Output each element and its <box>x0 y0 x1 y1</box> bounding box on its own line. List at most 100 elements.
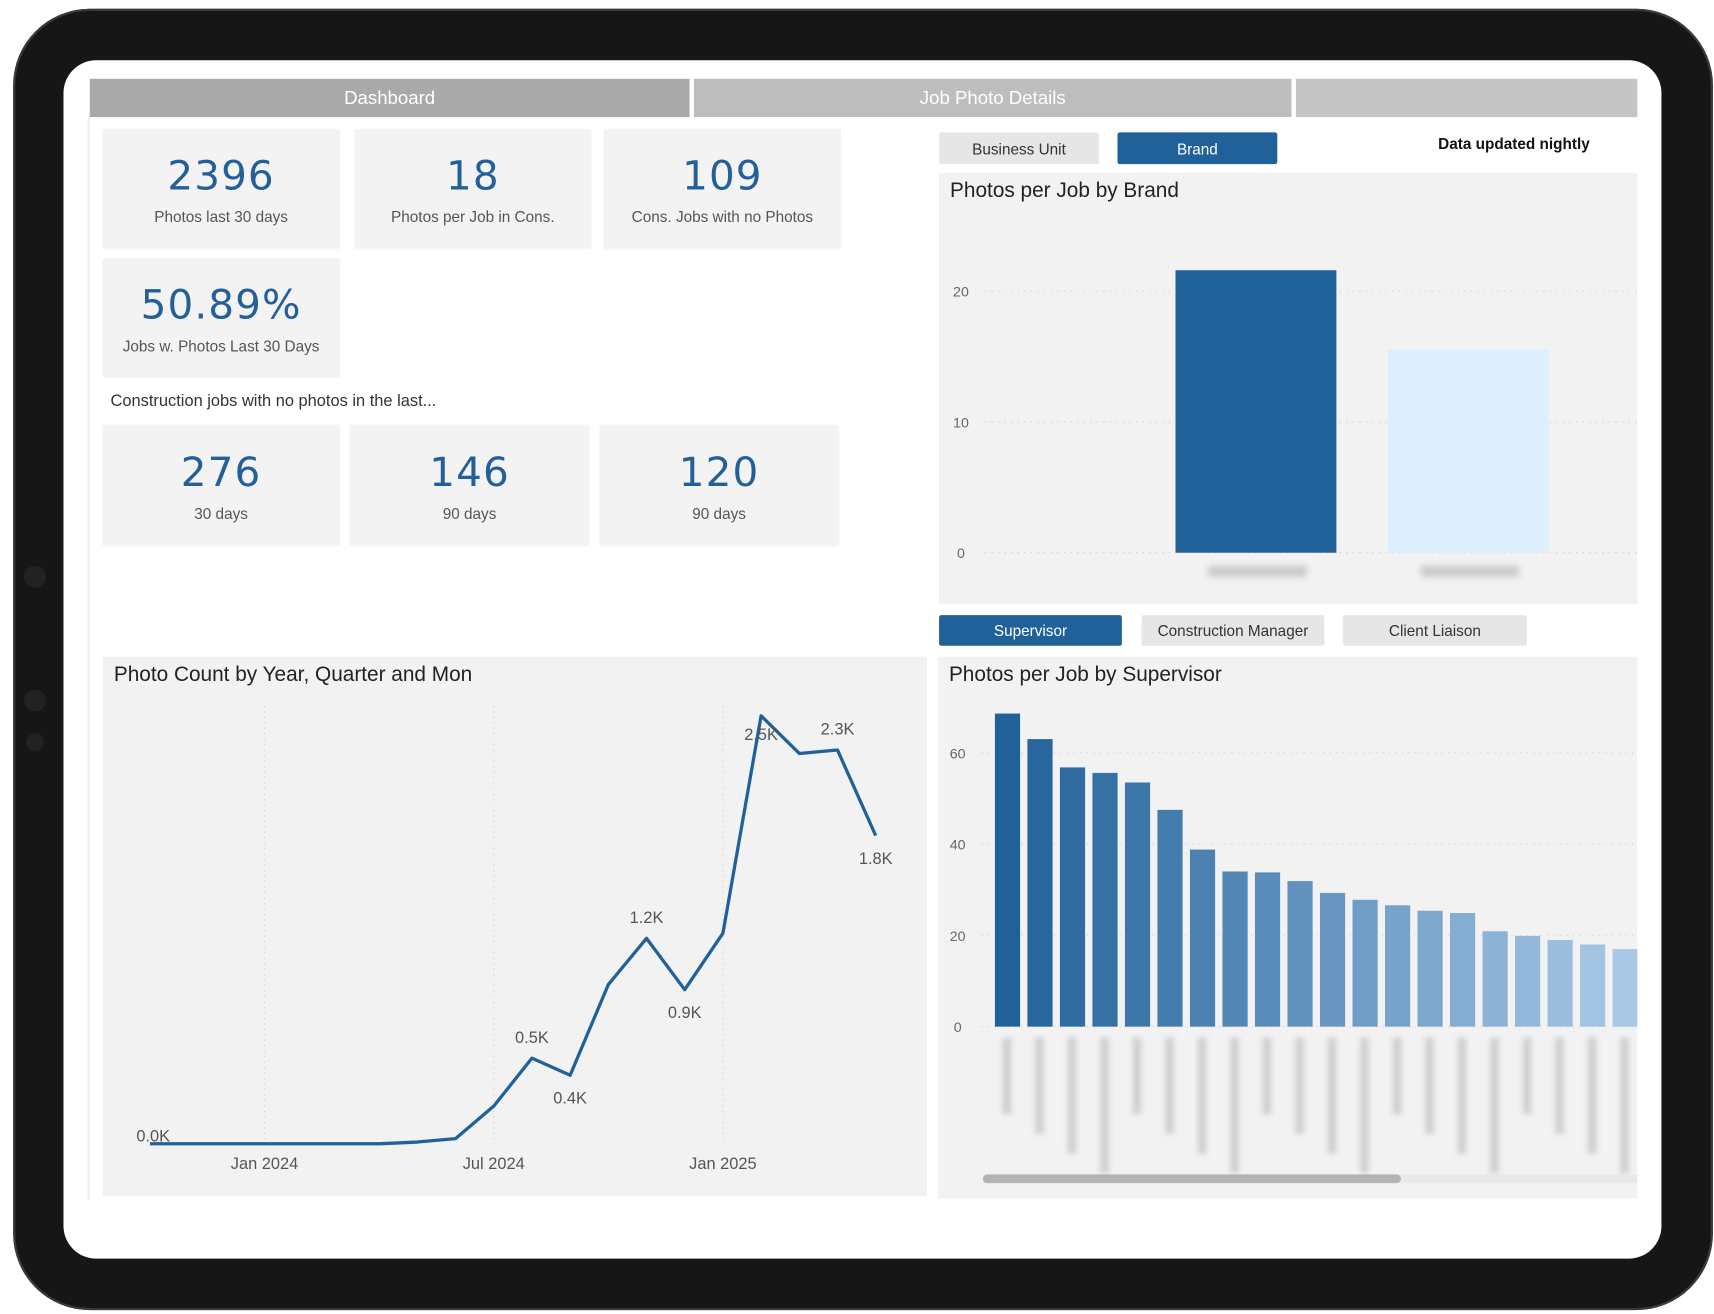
x-tick-label: Jan 2024 <box>231 1155 299 1173</box>
brand-bar <box>1175 270 1337 553</box>
supervisor-chart-title: Photos per Job by Supervisor <box>948 663 1222 687</box>
construction-manager-button[interactable]: Construction Manager <box>1141 615 1325 646</box>
data-update-note: Data updated nightly <box>1438 134 1590 153</box>
data-label: 0.0K <box>136 1128 170 1146</box>
kpi-value: 18 <box>445 151 500 199</box>
blurred-category-label <box>1457 1037 1467 1154</box>
supervisor-bar <box>1417 910 1443 1027</box>
kpi-label: 30 days <box>194 504 248 522</box>
kpi-value: 50.89% <box>140 280 302 328</box>
blurred-category-label <box>1620 1037 1629 1174</box>
supervisor-bar <box>1287 881 1313 1027</box>
data-label: 0.4K <box>553 1090 587 1108</box>
kpi-card-no-photos-30: 276 30 days <box>102 424 340 546</box>
tab-job-photo-details[interactable]: Job Photo Details <box>693 78 1292 118</box>
blurred-category-label <box>1230 1037 1239 1174</box>
kpi-label: Jobs w. Photos Last 30 Days <box>122 336 320 355</box>
blurred-category-label <box>1360 1037 1369 1174</box>
supervisor-bar <box>1157 809 1183 1027</box>
line-chart-title: Photo Count by Year, Quarter and Mon <box>113 663 473 687</box>
supervisor-bar <box>1352 899 1378 1027</box>
divider <box>87 117 90 1201</box>
supervisor-bar <box>1547 939 1573 1027</box>
side-button <box>24 565 46 588</box>
y-tick-label: 20 <box>950 929 966 945</box>
y-tick-label: 0 <box>957 546 965 562</box>
scrollbar-thumb[interactable] <box>982 1174 1401 1184</box>
blurred-category-label <box>1035 1037 1044 1134</box>
y-tick-label: 60 <box>950 746 966 762</box>
blurred-category-label <box>1392 1037 1402 1115</box>
blurred-category-label <box>1165 1037 1174 1134</box>
blurred-category-label <box>1490 1037 1499 1174</box>
x-tick-label: Jan 2025 <box>689 1155 757 1173</box>
blurred-category-label <box>1425 1037 1434 1134</box>
supervisor-bar <box>1092 772 1118 1027</box>
tab-empty[interactable] <box>1295 78 1638 118</box>
brand-chart-panel: Photos per Job by Brand 0 10 20 <box>939 172 1638 605</box>
kpi-value: 276 <box>180 448 262 496</box>
data-label: 1.2K <box>630 909 664 927</box>
photo-count-chart-panel: Photo Count by Year, Quarter and Mon Jan… <box>102 656 928 1197</box>
y-tick-label: 0 <box>954 1020 962 1036</box>
kpi-value: 109 <box>682 151 763 199</box>
kpi-card-jobs-no-photos: 109 Cons. Jobs with no Photos <box>604 129 841 248</box>
side-button <box>26 733 44 751</box>
kpi-label: Cons. Jobs with no Photos <box>631 207 814 225</box>
line-chart: Jan 2024 Jul 2024 Jan 2025 0.0K 0.5K 0.4K 1.2K… <box>136 705 893 1173</box>
supervisor-bar <box>1222 871 1248 1027</box>
brand-chart-title: Photos per Job by Brand <box>950 179 1179 203</box>
supervisor-bar <box>1515 935 1541 1027</box>
blurred-category-label <box>1197 1037 1207 1154</box>
blurred-category-label <box>1522 1037 1532 1115</box>
data-label: 2.5K <box>744 726 778 744</box>
side-button <box>24 689 46 712</box>
blurred-category-label <box>1295 1037 1304 1134</box>
supervisor-button[interactable]: Supervisor <box>939 615 1122 646</box>
data-label: 2.3K <box>821 721 855 739</box>
kpi-label: Photos per Job in Cons. <box>391 207 555 225</box>
kpi-card-photos-per-job: 18 Photos per Job in Cons. <box>354 129 592 248</box>
data-label: 0.9K <box>668 1004 702 1022</box>
supervisor-bar <box>1450 913 1476 1027</box>
series-line <box>149 714 878 1146</box>
supervisor-bar <box>1319 892 1346 1027</box>
y-tick-label: 20 <box>953 285 969 301</box>
supervisor-bar <box>1027 739 1053 1027</box>
kpi-card-jobs-with-photos-pct: 50.89% Jobs w. Photos Last 30 Days <box>102 258 340 377</box>
blurred-category-label <box>1132 1037 1142 1115</box>
brand-bar <box>1387 349 1549 553</box>
supervisor-bar <box>1384 905 1411 1027</box>
kpi-card-no-photos-90b: 120 90 days <box>599 424 839 546</box>
supervisor-chart: 0 20 40 60 <box>950 713 1638 1174</box>
x-tick-label: Jul 2024 <box>463 1155 525 1173</box>
supervisor-bar <box>1580 944 1606 1027</box>
supervisor-bar <box>1612 949 1638 1027</box>
supervisor-bar <box>1124 782 1151 1027</box>
kpi-value: 2396 <box>167 151 275 199</box>
business-unit-button[interactable]: Business Unit <box>939 132 1099 165</box>
data-label: 0.5K <box>515 1029 549 1047</box>
kpi-card-photos-30-days: 2396 Photos last 30 days <box>102 129 340 248</box>
kpi-value: 146 <box>429 448 510 496</box>
kpi-card-no-photos-90: 146 90 days <box>350 424 589 546</box>
blurred-category-label <box>1100 1037 1109 1174</box>
blurred-category-label <box>1587 1037 1597 1154</box>
brand-button[interactable]: Brand <box>1117 132 1278 165</box>
client-liaison-button[interactable]: Client Liaison <box>1342 615 1527 646</box>
blurred-category-label <box>1067 1037 1077 1154</box>
supervisor-bar <box>1059 767 1086 1027</box>
brand-chart: 0 10 20 <box>953 270 1638 577</box>
blurred-category-label <box>1420 565 1520 577</box>
y-tick-label: 40 <box>950 838 966 854</box>
blurred-category-label <box>1208 565 1307 577</box>
kpi-label: 90 days <box>442 504 497 522</box>
kpi-label: Photos last 30 days <box>154 207 288 225</box>
blurred-category-label <box>1262 1037 1272 1115</box>
supervisor-bar <box>1254 872 1281 1027</box>
no-photos-caption: Construction jobs with no photos in the … <box>110 391 437 411</box>
supervisor-bar <box>1482 931 1508 1027</box>
y-tick-label: 10 <box>953 415 969 431</box>
tab-dashboard[interactable]: Dashboard <box>89 78 690 118</box>
supervisor-bar <box>994 713 1021 1027</box>
